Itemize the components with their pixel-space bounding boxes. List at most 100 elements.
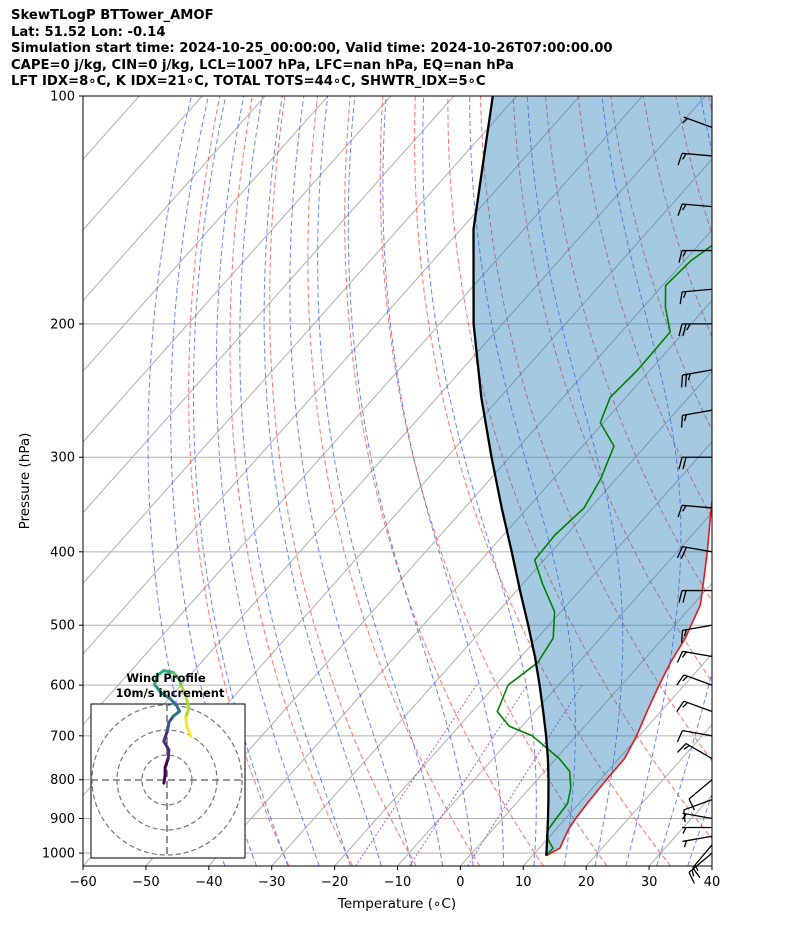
wind-barb-staff: [682, 288, 713, 293]
wind-barb-half-feather: [683, 840, 688, 848]
moist-adiabat-line: [382, 96, 504, 866]
moist-adiabat-line: [687, 792, 712, 866]
wind-barb: [676, 729, 713, 743]
wind-barb-full-feather: [688, 872, 696, 884]
indices-text: CAPE=0 j/kg, CIN=0 j/kg, LCL=1007 hPa, L…: [11, 57, 514, 73]
y-tick-label: 700: [50, 729, 75, 744]
wind-barb-staff: [682, 835, 713, 843]
isotherm-line: [83, 96, 266, 302]
isotherm-line: [83, 96, 329, 373]
isotherm-line: [83, 96, 392, 443]
dewpoint-profile-line: [496, 244, 712, 857]
wind-barb-full-feather: [688, 798, 696, 811]
parcel-profile-line: [472, 96, 550, 856]
wind-barb-full-feather: [679, 291, 683, 305]
wind-barb-half-feather: [683, 414, 688, 422]
hodograph-segment: [184, 694, 191, 710]
moist-adiabat-line: [192, 96, 289, 866]
wind-barb-full-feather: [677, 505, 683, 518]
wind-barb-full-feather: [680, 547, 687, 559]
wind-barb-staff: [683, 116, 713, 128]
x-tick-label: −60: [69, 875, 96, 890]
y-tick-label: 300: [50, 451, 75, 466]
x-axis-label: Temperature (∘C): [337, 896, 456, 912]
wind-barb: [682, 826, 712, 834]
isotherm-line: [711, 865, 712, 866]
wind-barb-half-feather: [683, 629, 688, 637]
isotherm-line: [585, 723, 712, 866]
wind-barb: [682, 116, 713, 128]
x-tick-label: 40: [704, 875, 721, 890]
y-tick-label: 900: [50, 812, 75, 827]
dry-adiabat-line: [414, 96, 671, 866]
dry-adiabat-line: [741, 96, 794, 866]
wind-barb-full-feather: [677, 203, 683, 216]
mixing-ratio-line: [467, 684, 583, 866]
moist-adiabat-line: [719, 96, 794, 866]
y-tick-label: 800: [50, 773, 75, 788]
wind-barb-staff: [682, 812, 713, 820]
wind-barb: [680, 369, 713, 388]
isotherm-line: [83, 96, 518, 585]
wind-barb-staff: [682, 203, 713, 208]
dry-adiabat-line: [479, 96, 712, 762]
location-text: Lat: 51.52 Lon: -0.14: [11, 24, 166, 40]
moist-adiabat-line: [239, 96, 351, 866]
wind-barb-full-feather: [682, 590, 687, 603]
wind-barb-full-feather: [678, 590, 683, 603]
hodograph-segment: [171, 671, 181, 682]
y-tick-label: 600: [50, 679, 75, 694]
wind-barb-full-feather: [676, 546, 684, 559]
moist-adiabat-line: [215, 96, 320, 866]
hodograph-segment: [159, 691, 172, 701]
wind-barb: [688, 779, 713, 811]
wind-barb-full-feather: [678, 323, 683, 337]
moist-adiabat-line: [317, 96, 444, 866]
wind-barb-staff: [683, 700, 713, 713]
chart-title-block: SkewTLogP BTTower_AMOF Lat: 51.52 Lon: -…: [11, 8, 613, 91]
wind-barb: [676, 650, 713, 663]
wind-barb-half-feather: [691, 869, 695, 877]
y-tick-label: 500: [50, 619, 75, 634]
wind-barb-half-feather: [682, 153, 687, 160]
wind-barb-half-feather: [682, 204, 687, 211]
x-tick-label: −10: [384, 875, 411, 890]
hodograph-segment: [162, 728, 170, 743]
auxiliary-lines: [147, 96, 794, 866]
wind-barb-staff: [682, 504, 713, 509]
moist-adiabat-line: [469, 96, 576, 866]
wind-barb: [676, 742, 713, 760]
wind-barb: [679, 288, 713, 305]
moist-adiabat-line: [347, 96, 474, 866]
moist-adiabat-line: [526, 96, 624, 866]
dry-adiabat-line: [774, 96, 794, 866]
time-text: Simulation start time: 2024-10-25_00:00:…: [11, 41, 613, 57]
moist-adiabat-line: [601, 96, 682, 866]
wind-barb-full-feather: [680, 415, 684, 428]
dry-adiabat-line: [229, 96, 353, 866]
wind-barb-half-feather: [682, 675, 689, 682]
wind-barb-staff: [682, 152, 713, 157]
dry-adiabat-line: [577, 96, 712, 519]
y-tick-label: 400: [50, 545, 75, 560]
y-tick-label: 200: [50, 317, 75, 332]
wind-barb-staff: [682, 650, 713, 658]
isotherm-line: [460, 582, 712, 866]
dry-adiabat-line: [512, 96, 712, 683]
wind-barb: [683, 799, 713, 823]
wind-barb-full-feather: [676, 700, 685, 712]
x-tick-label: −30: [258, 875, 285, 890]
wind-barb-half-feather: [683, 744, 690, 750]
axis-ticks: −60 −50 −40 −30 −20 −10 0 10 20 30 40 100 200 300 400 5…: [42, 90, 720, 891]
dry-adiabat-line: [447, 96, 712, 840]
x-tick-label: −40: [195, 875, 222, 890]
stability-indices-text: LFT IDX=8∘C, K IDX=21∘C, TOTAL TOTS=44∘C…: [11, 74, 486, 90]
y-axis-label: Pressure (hPa): [17, 433, 33, 530]
wind-barb-full-feather: [676, 730, 684, 743]
isotherm-line: [334, 441, 712, 866]
wind-barb-half-feather: [682, 505, 687, 512]
isotherm-line: [397, 511, 712, 866]
wind-barb-staff: [682, 729, 713, 737]
cin-shaded-area: [473, 96, 712, 856]
